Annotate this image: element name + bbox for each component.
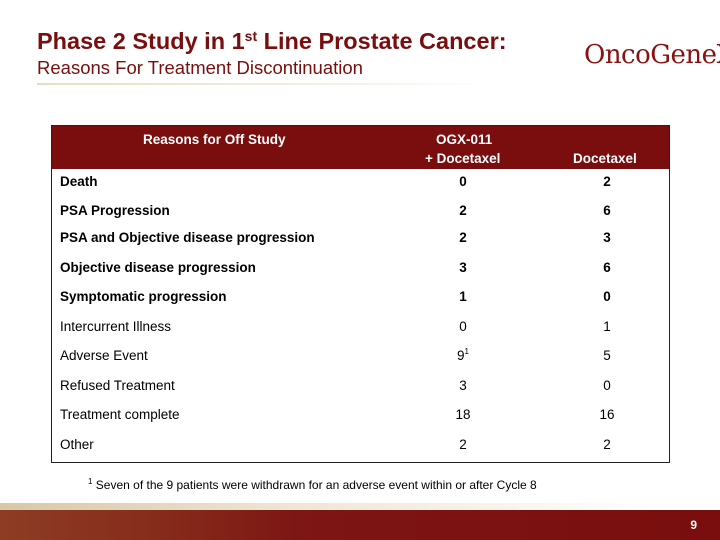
footnote: 1 Seven of the 9 patients were withdrawn… <box>88 477 537 493</box>
footer-shine <box>0 510 300 540</box>
cell-docetaxel: 0 <box>603 289 611 304</box>
cell-ogx-docetaxel: 2 <box>433 437 493 452</box>
cell-docetaxel: 6 <box>603 203 611 218</box>
cell-value: 3 <box>459 260 467 275</box>
cell-docetaxel: 0 <box>603 378 611 393</box>
cell-ogx-docetaxel: 2 <box>433 203 493 218</box>
cell-value: 0 <box>459 174 467 189</box>
cell-ogx-docetaxel: 0 <box>433 319 493 334</box>
cell-value: 3 <box>459 378 467 393</box>
cell-docetaxel: 2 <box>603 437 611 452</box>
row-label: Adverse Event <box>60 348 148 363</box>
row-label: Refused Treatment <box>60 378 175 393</box>
title-text: Phase 2 Study in 1 <box>37 28 245 54</box>
header-ogx-line1: OGX-011 <box>436 132 493 147</box>
footnote-ref: 1 <box>464 347 469 356</box>
cell-value: 18 <box>455 407 471 422</box>
title-text-rest: Line Prostate Cancer: <box>257 28 507 54</box>
row-label: Symptomatic progression <box>60 289 227 304</box>
cell-value: 1 <box>459 289 467 304</box>
cell-docetaxel: 5 <box>603 348 611 363</box>
cell-ogx-docetaxel: 91 <box>433 347 493 364</box>
footer-bar <box>0 510 720 540</box>
slide-title: Phase 2 Study in 1st Line Prostate Cance… <box>37 28 507 55</box>
row-label: PSA Progression <box>60 203 170 218</box>
footnote-marker: 1 <box>88 477 93 486</box>
row-label: Treatment complete <box>60 407 180 422</box>
cell-value: 2 <box>459 230 467 245</box>
footer-accent <box>0 503 720 510</box>
cell-docetaxel: 1 <box>603 319 611 334</box>
cell-value: 2 <box>459 437 467 452</box>
row-label: Other <box>60 437 94 452</box>
row-label: Death <box>60 174 98 189</box>
cell-docetaxel: 2 <box>603 174 611 189</box>
cell-value: 0 <box>459 319 467 334</box>
cell-ogx-docetaxel: 0 <box>433 174 493 189</box>
row-label: Objective disease progression <box>60 260 256 275</box>
table-header: Reasons for Off Study OGX-011 + Docetaxe… <box>52 126 669 169</box>
footnote-text: Seven of the 9 patients were withdrawn f… <box>92 478 537 492</box>
cell-ogx-docetaxel: 2 <box>433 230 493 245</box>
cell-ogx-docetaxel: 1 <box>433 289 493 304</box>
header-docetaxel: Docetaxel <box>573 151 637 166</box>
cell-value: 9 <box>457 348 465 363</box>
header-reasons: Reasons for Off Study <box>143 132 286 147</box>
cell-ogx-docetaxel: 3 <box>433 260 493 275</box>
logo-wordmark: OncoGeneX <box>584 40 720 70</box>
cell-docetaxel: 6 <box>603 260 611 275</box>
row-label: PSA and Objective disease progression <box>60 230 315 245</box>
cell-docetaxel: 3 <box>603 230 611 245</box>
slide-subtitle: Reasons For Treatment Discontinuation <box>37 57 363 78</box>
header-ogx-line2: + Docetaxel <box>425 151 501 166</box>
title-superscript: st <box>244 28 258 44</box>
row-label: Intercurrent Illness <box>60 319 172 334</box>
cell-ogx-docetaxel: 3 <box>433 378 493 393</box>
off-study-table: Reasons for Off Study OGX-011 + Docetaxe… <box>51 125 670 463</box>
title-divider <box>37 83 497 85</box>
cell-docetaxel: 16 <box>599 407 615 422</box>
page-number: 9 <box>690 518 697 532</box>
cell-ogx-docetaxel: 18 <box>433 407 493 422</box>
cell-value: 2 <box>459 203 467 218</box>
company-logo: OncoGeneXTM <box>584 40 720 70</box>
